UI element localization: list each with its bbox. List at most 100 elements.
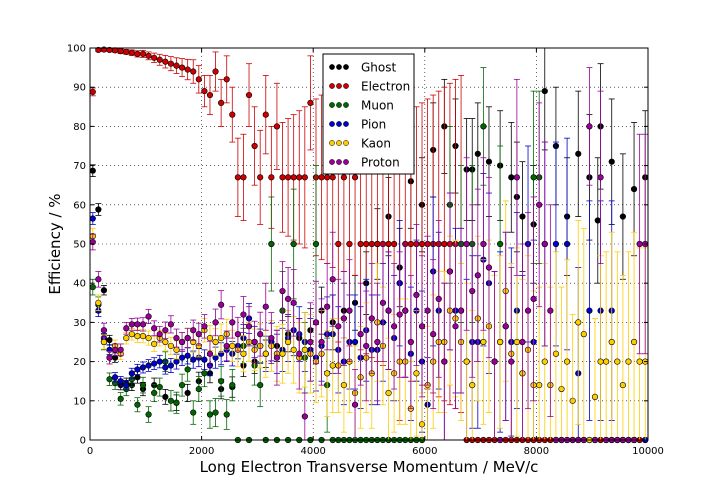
data-point [139,364,147,371]
data-point [541,358,548,365]
y-tick-label: 70 [73,161,86,172]
legend-label: Pion [361,118,386,132]
data-point [95,299,102,306]
data-point [173,62,180,69]
data-point [139,50,147,57]
data-point [190,356,197,363]
x-tick-label: 0 [87,446,93,457]
data-point [418,240,426,248]
data-point [262,111,269,118]
legend-marker [336,102,342,108]
legend-marker [336,83,342,89]
data-point [234,174,241,181]
data-point [418,323,426,330]
data-point [407,338,414,346]
y-tick-label: 60 [73,200,86,211]
data-point [162,327,169,334]
data-point [346,307,353,314]
data-point [374,240,381,248]
data-point [385,240,392,248]
data-point [178,354,186,361]
data-point [296,174,303,181]
data-point [614,358,621,365]
data-point [156,56,163,63]
data-point [290,174,297,181]
data-point [463,240,470,248]
x-tick-label: 4000 [300,446,325,457]
data-point [145,313,152,320]
data-point [128,321,135,328]
series-proton [89,67,649,444]
data-point [112,346,119,353]
x-tick-label: 6000 [412,446,437,457]
data-point [89,284,96,291]
data-point [469,287,476,295]
data-point [441,240,448,248]
data-point [586,123,593,130]
data-point [212,409,219,416]
data-point [452,323,459,330]
data-point [190,68,197,75]
data-point [603,358,610,365]
data-point [402,307,409,314]
data-point [167,362,175,369]
data-point [340,382,347,389]
data-point [351,174,359,181]
data-point [474,150,481,157]
data-point [346,240,353,248]
data-point [363,240,370,248]
data-point [485,264,493,271]
legend-marker [343,64,349,70]
data-point [218,301,225,308]
data-point [173,334,180,342]
data-point [229,342,236,350]
data-point [413,291,420,299]
data-point [162,338,169,346]
legend-marker [343,140,349,146]
data-point [463,358,470,365]
data-point [123,382,130,389]
data-point [619,382,626,389]
data-point [594,217,601,224]
data-point [195,385,202,393]
data-point [619,213,626,220]
data-point [368,240,375,248]
data-point [519,338,526,346]
data-point [229,111,236,118]
data-point [151,340,158,348]
data-point [184,389,191,397]
data-point [508,174,515,181]
data-point [89,167,96,174]
data-point [218,99,225,106]
data-point [301,174,308,181]
data-point [167,397,175,404]
data-point [541,88,548,95]
data-point [212,68,219,75]
data-point [351,338,359,346]
data-point [123,325,130,332]
data-point [357,331,364,338]
data-point [156,358,163,365]
data-point [279,350,286,357]
data-point [329,362,336,369]
data-point [218,378,225,385]
data-point [324,370,331,377]
data-point [173,346,180,353]
legend-marker [329,102,335,108]
data-point [106,336,113,344]
data-point [279,287,286,295]
legend-marker [329,83,335,89]
data-point [502,323,509,330]
data-point [89,215,96,222]
data-point [608,158,615,165]
data-point [312,240,320,248]
data-point [106,354,113,361]
data-point [385,389,392,397]
data-point [335,240,342,248]
data-point [340,315,347,322]
data-point [123,334,130,342]
data-point [100,338,108,346]
data-point [435,295,442,302]
data-point [128,331,135,338]
data-point [201,356,208,363]
